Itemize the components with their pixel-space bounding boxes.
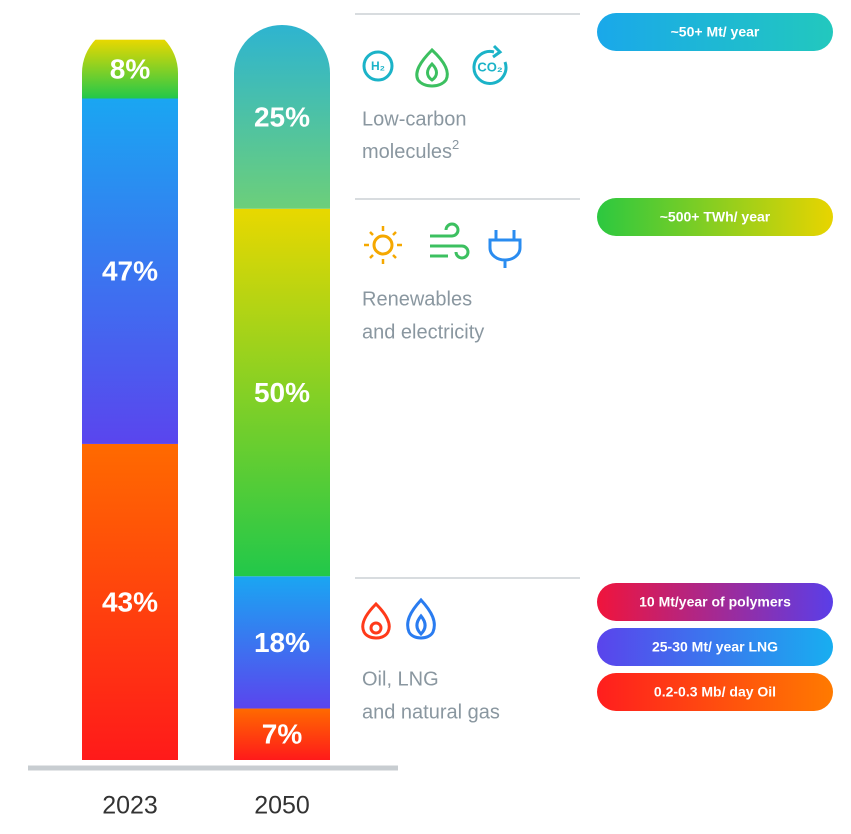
value-label: 8% (110, 53, 151, 84)
group-label: molecules2 (362, 137, 459, 163)
badge (597, 673, 833, 711)
badge-text: 0.2-0.3 Mb/ day Oil (654, 684, 776, 700)
group-label: and natural gas (362, 701, 500, 723)
group-label: Oil, LNG (362, 668, 439, 690)
icons-renewables (364, 222, 522, 268)
bar-segment (82, 39, 178, 99)
bar-segment (234, 576, 330, 709)
badge (597, 583, 833, 621)
value-label: 7% (262, 719, 303, 750)
value-label: 47% (102, 256, 158, 287)
badge-text: ~50+ Mt/ year (671, 24, 760, 40)
superscript: 2 (452, 137, 459, 152)
badge-text: 25-30 Mt/ year LNG (652, 639, 778, 655)
badge (597, 198, 833, 236)
group-label: Low-carbon (362, 108, 467, 130)
value-label: 43% (102, 586, 158, 617)
badge (597, 628, 833, 666)
x-tick-label: 2023 (102, 792, 158, 820)
bar-segment (82, 98, 178, 444)
group-label: and electricity (362, 321, 484, 343)
bar-segment (234, 708, 330, 760)
value-label: 25% (254, 101, 310, 132)
icons-low-carbon: H₂ CO₂ (362, 44, 508, 88)
bar-segment (234, 208, 330, 577)
bar-stack (234, 25, 330, 760)
bar-stack (82, 39, 178, 760)
group-label-text: molecules (362, 141, 452, 163)
badge-text: ~500+ TWh/ year (660, 209, 771, 225)
bar-segment (234, 25, 330, 209)
badge-text: 10 Mt/year of polymers (639, 594, 791, 610)
svg-text:H₂: H₂ (371, 59, 385, 73)
badge (597, 13, 833, 51)
svg-text:CO₂: CO₂ (477, 59, 503, 74)
bar-segment (82, 443, 178, 760)
icons-oil-gas (361, 597, 436, 640)
value-label: 18% (254, 627, 310, 658)
value-label: 50% (254, 377, 310, 408)
group-label: Renewables (362, 288, 472, 310)
x-tick-label: 2050 (254, 792, 310, 820)
